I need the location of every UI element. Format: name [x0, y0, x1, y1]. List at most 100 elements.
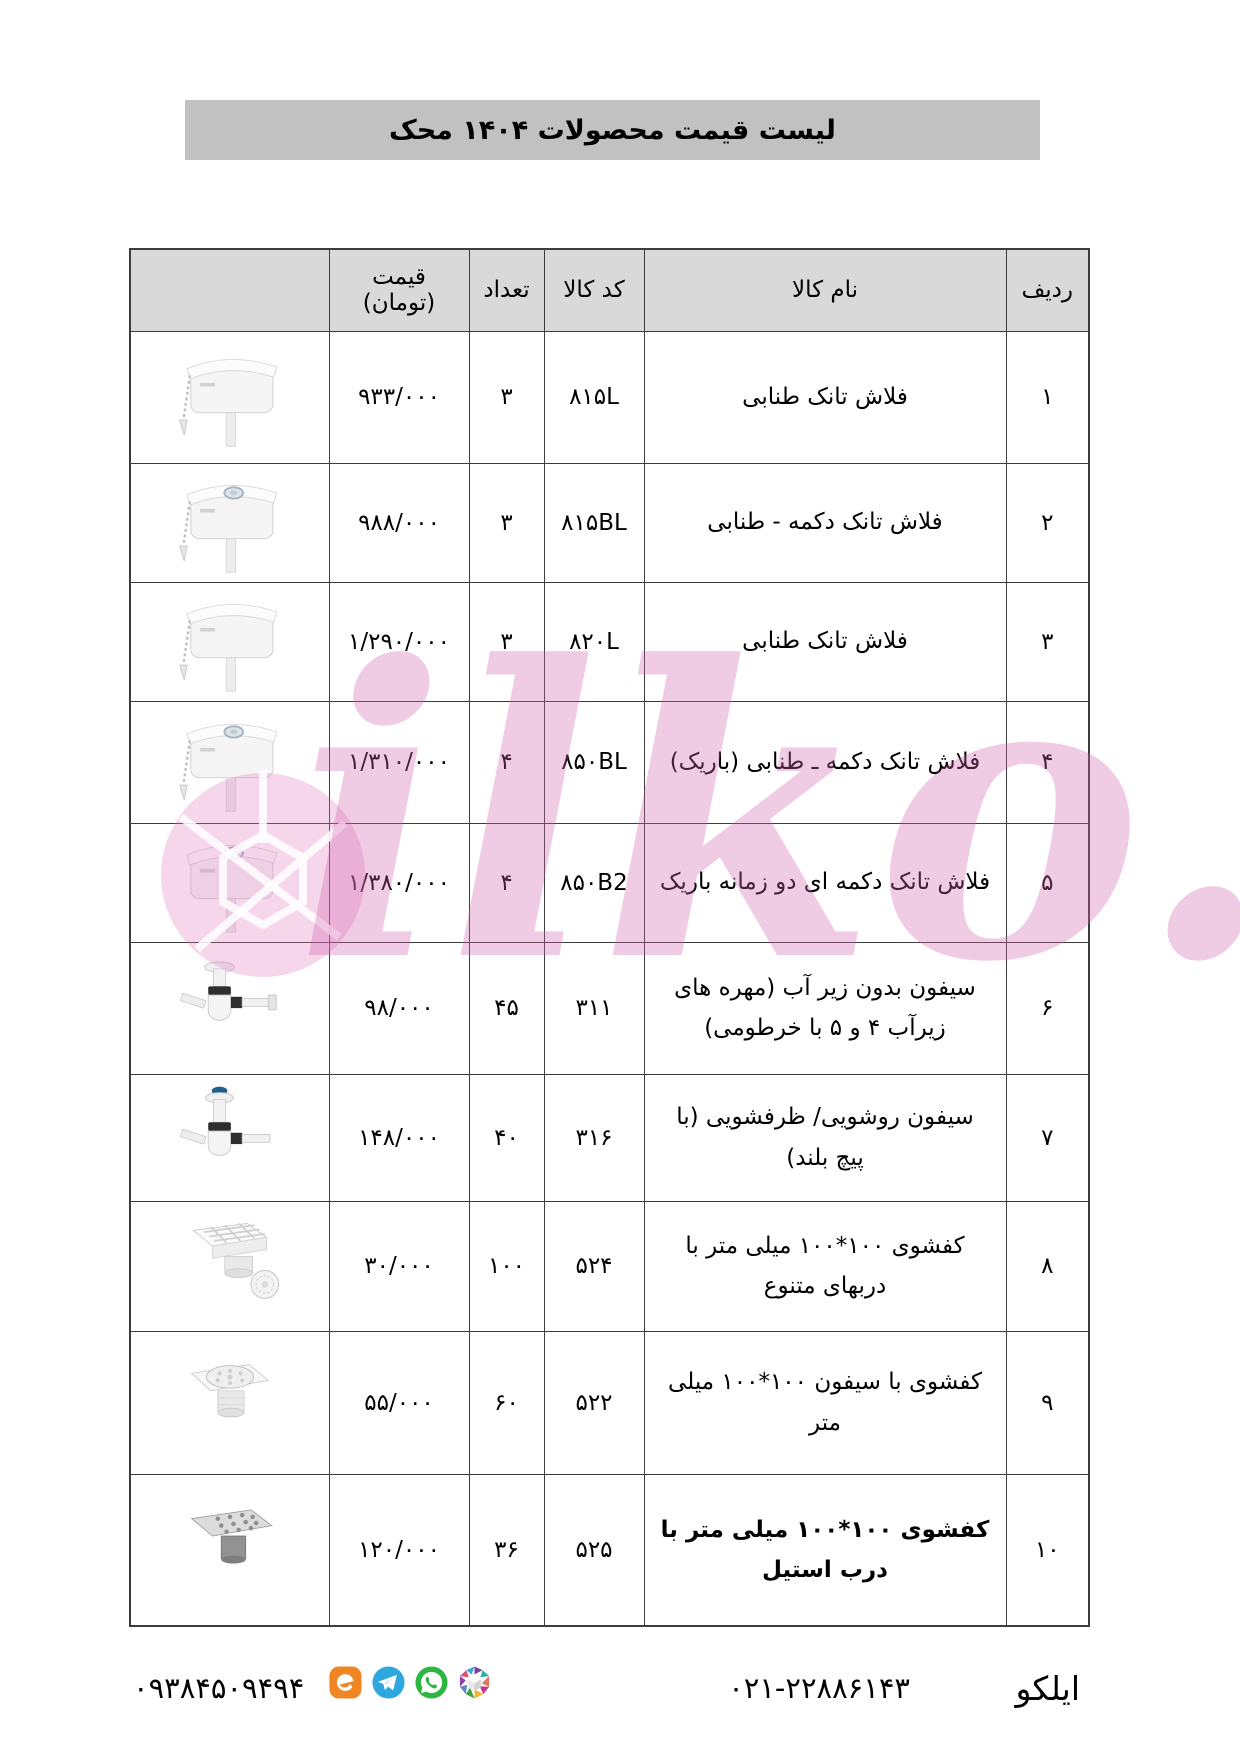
product-name: فلاش تانک دکمه ای دو زمانه باریک — [643, 822, 1007, 943]
table-row: ۹ کفشوی با سیفون ۱۰۰*۱۰۰ میلی متر ۵۲۲ ۶۰… — [129, 1330, 1090, 1475]
product-qty: ۴ — [468, 822, 545, 943]
product-price: ۱۲۰/۰۰۰ — [328, 1473, 470, 1627]
product-image — [169, 953, 291, 1058]
company-name: ایلکو — [1015, 1669, 1080, 1708]
price-table-container: ردیف نام کالا کد کالا تعداد قیمت (تومان)… — [129, 248, 1090, 1627]
product-image-cell — [129, 581, 330, 702]
header-price-line2: (تومان) — [362, 290, 436, 317]
product-image — [155, 464, 305, 576]
social-icons — [328, 1665, 492, 1700]
table-row: ۱ فلاش تانک طنابی ۸۱۵L ۳ ۹۳۳/۰۰۰ — [129, 330, 1090, 464]
row-number: ۲ — [1005, 462, 1090, 583]
product-price: ۱۴۸/۰۰۰ — [328, 1073, 470, 1202]
footer: ایلکو ۰۲۱-۲۲۸۸۶۱۴۳ ۰۹۳۸۴۵۰۹۴۹۴ — [0, 1655, 1240, 1740]
product-qty: ۴۵ — [468, 941, 545, 1075]
product-code: ۳۱۱ — [543, 941, 645, 1075]
product-code: ۸۵۰B2 — [543, 822, 645, 943]
product-price: ۹۸/۰۰۰ — [328, 941, 470, 1075]
product-qty: ۳۶ — [468, 1473, 545, 1627]
product-image-cell — [129, 1473, 330, 1627]
header-price-line1: قیمت — [372, 264, 426, 291]
product-price: ۱/۳۸۰/۰۰۰ — [328, 822, 470, 943]
product-image-cell — [129, 1330, 330, 1475]
row-number: ۱۰ — [1005, 1473, 1090, 1627]
product-name: فلاش تانک دکمه - طنابی — [643, 462, 1007, 583]
table-row: ۳ فلاش تانک طنابی ۸۲۰L ۳ ۱/۲۹۰/۰۰۰ — [129, 581, 1090, 702]
row-number: ۱ — [1005, 330, 1090, 464]
row-number: ۴ — [1005, 700, 1090, 824]
header-name: نام کالا — [643, 248, 1007, 332]
product-price: ۳۰/۰۰۰ — [328, 1200, 470, 1332]
product-image-cell — [129, 822, 330, 943]
page-title: لیست قیمت محصولات ۱۴۰۴ محک — [185, 100, 1040, 160]
product-image-cell — [129, 941, 330, 1075]
product-price: ۱/۲۹۰/۰۰۰ — [328, 581, 470, 702]
table-row: ۱۰ کفشوی ۱۰۰*۱۰۰ میلی متر با درب استیل ۵… — [129, 1473, 1090, 1627]
mobile-number: ۰۹۳۸۴۵۰۹۴۹۴ — [133, 1671, 305, 1705]
product-name: فلاش تانک دکمه ـ طنابی (باریک) — [643, 700, 1007, 824]
phone-number: ۰۲۱-۲۲۸۸۶۱۴۳ — [728, 1671, 910, 1705]
price-table: ردیف نام کالا کد کالا تعداد قیمت (تومان)… — [129, 248, 1090, 1627]
product-code: ۵۲۵ — [543, 1473, 645, 1627]
product-code: ۳۱۶ — [543, 1073, 645, 1202]
row-number: ۷ — [1005, 1073, 1090, 1202]
product-name: کفشوی با سیفون ۱۰۰*۱۰۰ میلی متر — [643, 1330, 1007, 1475]
table-row: ۲ فلاش تانک دکمه - طنابی ۸۱۵BL ۳ ۹۸۸/۰۰۰ — [129, 462, 1090, 583]
product-name: فلاش تانک طنابی — [643, 330, 1007, 464]
product-price: ۹۳۳/۰۰۰ — [328, 330, 470, 464]
row-number: ۵ — [1005, 822, 1090, 943]
product-image — [155, 338, 305, 450]
row-number: ۸ — [1005, 1200, 1090, 1332]
row-number: ۶ — [1005, 941, 1090, 1075]
product-qty: ۶۰ — [468, 1330, 545, 1475]
header-qty: تعداد — [468, 248, 545, 332]
table-row: ۵ فلاش تانک دکمه ای دو زمانه باریک ۸۵۰B2… — [129, 822, 1090, 943]
product-image-cell — [129, 330, 330, 464]
product-qty: ۱۰۰ — [468, 1200, 545, 1332]
product-qty: ۴ — [468, 700, 545, 824]
header-radif: ردیف — [1005, 248, 1090, 332]
product-image — [169, 1211, 291, 1316]
product-name: کفشوی ۱۰۰*۱۰۰ میلی متر با دربهای متنوع — [643, 1200, 1007, 1332]
product-image-cell — [129, 1200, 330, 1332]
igap-icon[interactable] — [457, 1665, 492, 1700]
product-image — [155, 703, 305, 815]
row-number: ۹ — [1005, 1330, 1090, 1475]
product-code: ۸۱۵L — [543, 330, 645, 464]
header-code: کد کالا — [543, 248, 645, 332]
table-row: ۷ سیفون روشویی/ ظرفشویی (با پیچ بلند) ۳۱… — [129, 1073, 1090, 1202]
table-row: ۶ سیفون بدون زیر آب (مهره های زیرآب ۴ و … — [129, 941, 1090, 1075]
product-code: ۵۲۲ — [543, 1330, 645, 1475]
header-price: قیمت (تومان) — [328, 248, 470, 332]
product-image-cell — [129, 1073, 330, 1202]
whatsapp-icon[interactable] — [414, 1665, 449, 1700]
product-code: ۸۵۰BL — [543, 700, 645, 824]
product-image — [155, 824, 305, 936]
product-image — [169, 1347, 291, 1452]
telegram-icon[interactable] — [371, 1665, 406, 1700]
header-image — [129, 248, 330, 332]
product-price: ۵۵/۰۰۰ — [328, 1330, 470, 1475]
product-image-cell — [129, 462, 330, 583]
product-image — [155, 583, 305, 695]
eitaa-icon[interactable] — [328, 1665, 363, 1700]
product-code: ۸۱۵BL — [543, 462, 645, 583]
product-qty: ۳ — [468, 330, 545, 464]
table-row: ۸ کفشوی ۱۰۰*۱۰۰ میلی متر با دربهای متنوع… — [129, 1200, 1090, 1332]
product-qty: ۳ — [468, 462, 545, 583]
product-name: کفشوی ۱۰۰*۱۰۰ میلی متر با درب استیل — [643, 1473, 1007, 1627]
product-qty: ۴۰ — [468, 1073, 545, 1202]
product-image — [169, 1494, 291, 1599]
header-row: ردیف نام کالا کد کالا تعداد قیمت (تومان) — [129, 248, 1090, 332]
product-image — [169, 1082, 291, 1187]
product-image-cell — [129, 700, 330, 824]
product-name: سیفون روشویی/ ظرفشویی (با پیچ بلند) — [643, 1073, 1007, 1202]
product-code: ۸۲۰L — [543, 581, 645, 702]
product-price: ۱/۳۱۰/۰۰۰ — [328, 700, 470, 824]
product-name: فلاش تانک طنابی — [643, 581, 1007, 702]
product-name: سیفون بدون زیر آب (مهره های زیرآب ۴ و ۵ … — [643, 941, 1007, 1075]
product-qty: ۳ — [468, 581, 545, 702]
product-price: ۹۸۸/۰۰۰ — [328, 462, 470, 583]
table-row: ۴ فلاش تانک دکمه ـ طنابی (باریک) ۸۵۰BL ۴… — [129, 700, 1090, 824]
product-code: ۵۲۴ — [543, 1200, 645, 1332]
